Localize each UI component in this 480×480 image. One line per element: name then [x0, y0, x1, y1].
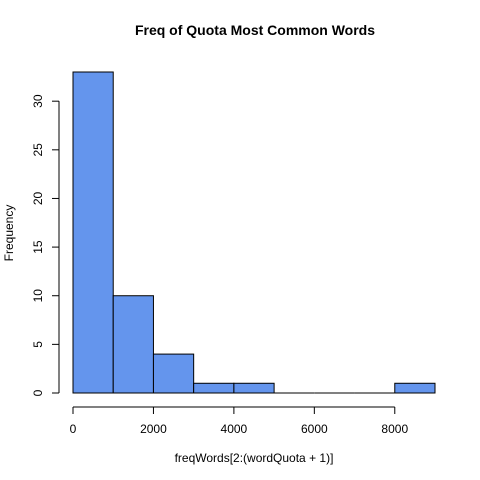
chart-title: Freq of Quota Most Common Words [135, 22, 375, 38]
x-axis: 0 2000 4000 6000 8000 [70, 406, 408, 436]
y-tick-label: 25 [31, 143, 45, 157]
histogram-bar-1 [112, 295, 154, 394]
histogram-bar-0 [72, 71, 114, 394]
histogram-bar-3 [193, 382, 235, 394]
x-tick-label: 0 [70, 422, 77, 436]
histogram-bar-2 [152, 353, 195, 394]
x-tick-label: 6000 [301, 422, 328, 436]
y-tick-label: 20 [31, 191, 45, 205]
x-tick-label: 2000 [140, 422, 167, 436]
x-axis-label: freqWords[2:(wordQuota + 1)] [175, 451, 334, 465]
y-tick-label: 30 [31, 94, 45, 108]
y-tick-label: 0 [31, 389, 45, 396]
y-axis: 0 5 10 15 20 25 30 [31, 94, 60, 396]
histogram-bar-4 [233, 382, 275, 394]
y-axis-label: Frequency [2, 205, 16, 262]
x-tick-label: 4000 [221, 422, 248, 436]
histogram-bar-8 [394, 382, 436, 394]
y-tick-label: 15 [31, 240, 45, 254]
y-tick-label: 5 [31, 341, 45, 348]
y-tick-label: 10 [31, 289, 45, 303]
bars-group [72, 71, 436, 394]
x-tick-label: 8000 [381, 422, 408, 436]
